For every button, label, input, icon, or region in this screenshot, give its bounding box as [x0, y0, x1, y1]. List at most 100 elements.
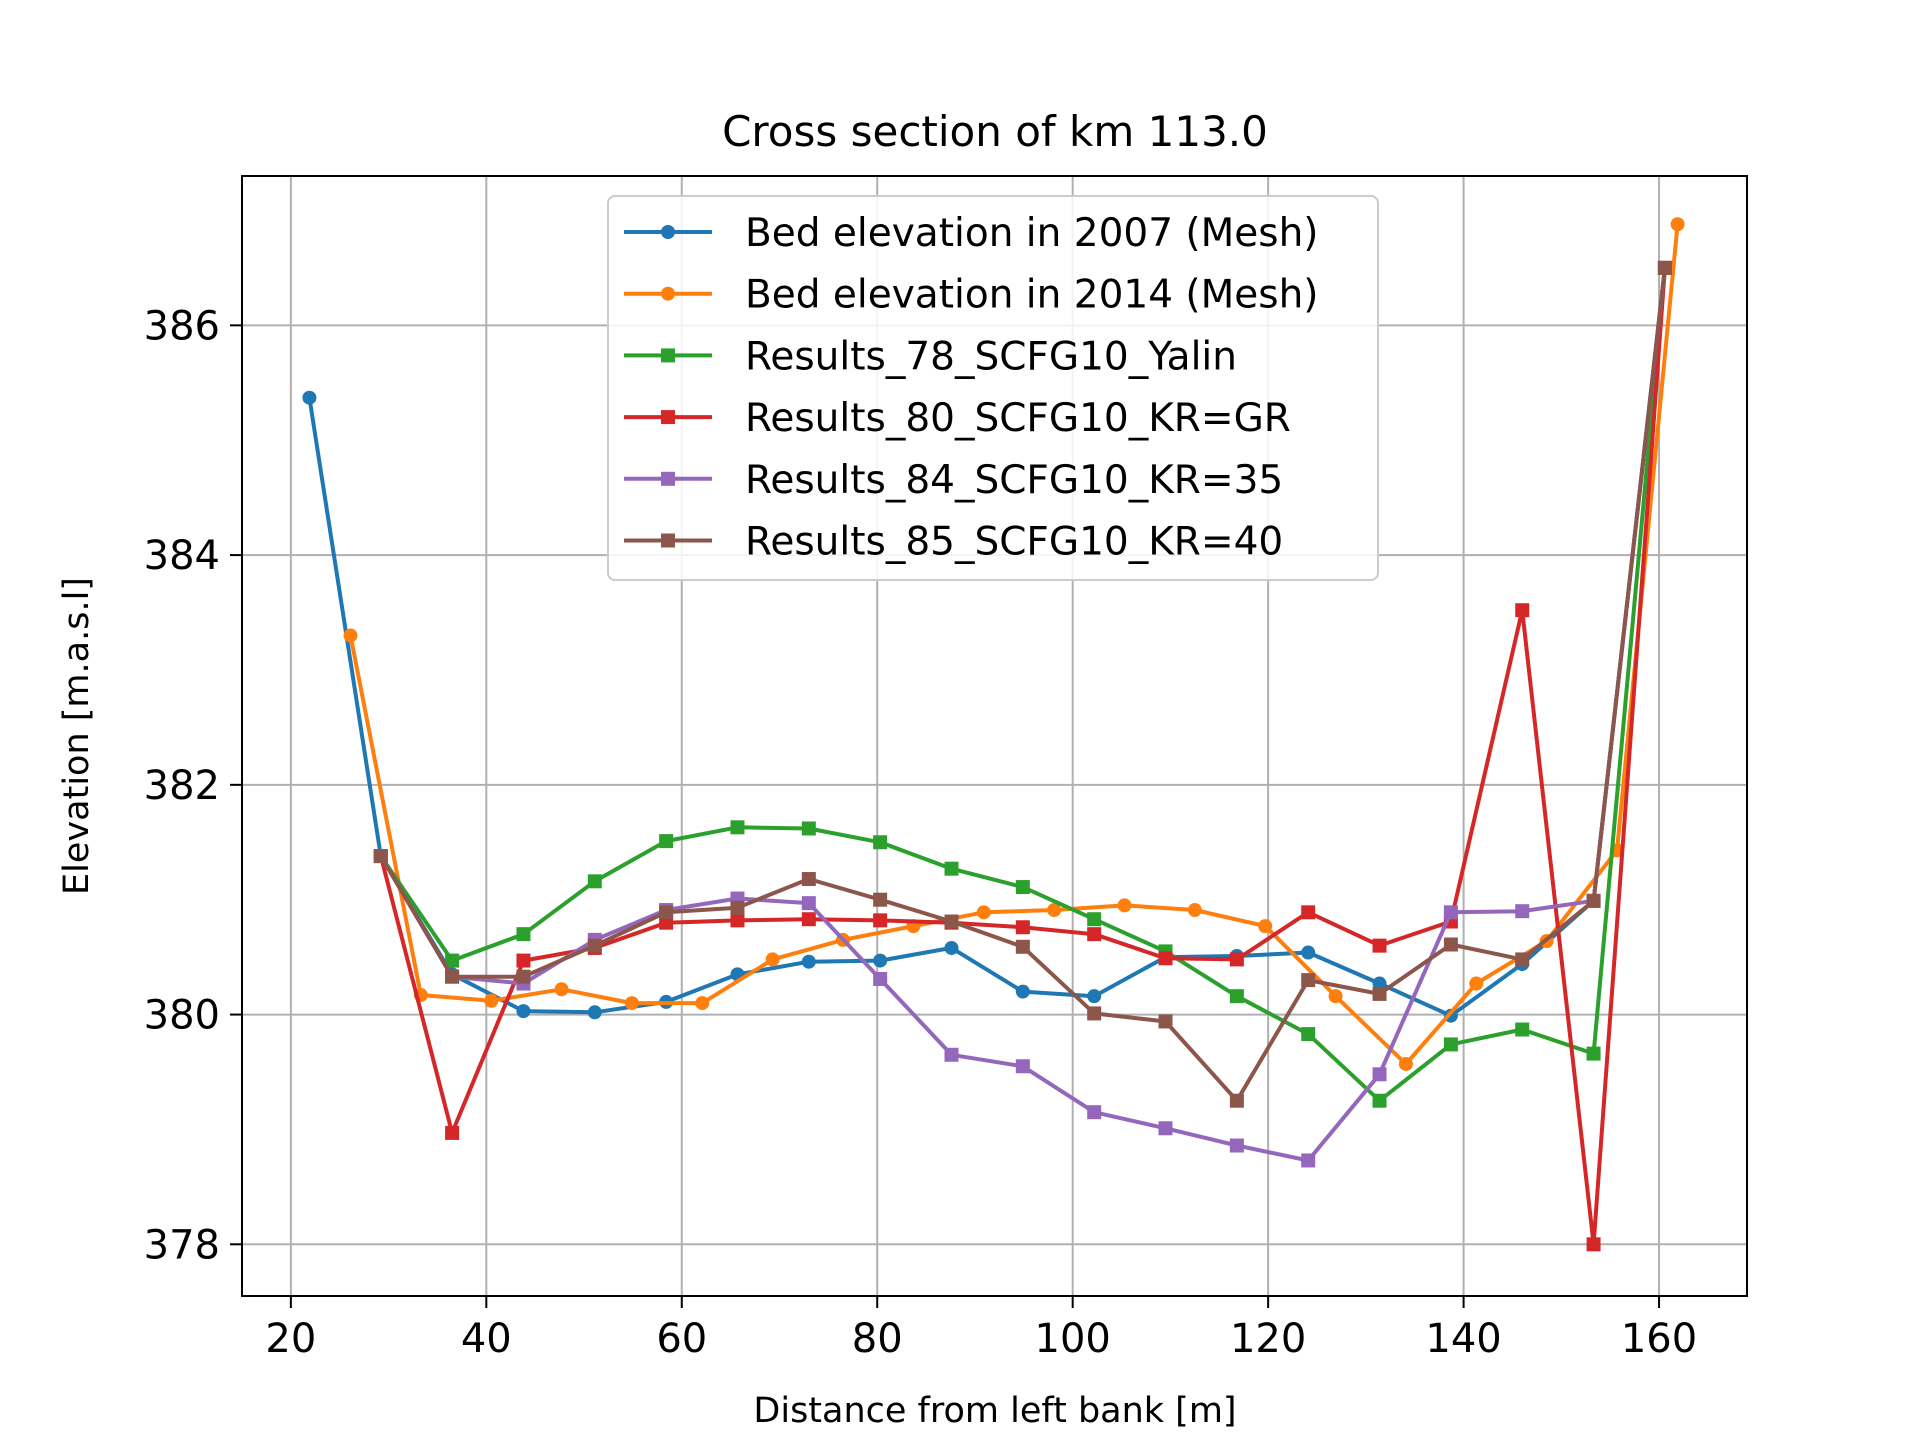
data-point: [944, 1047, 959, 1062]
data-point: [1187, 903, 1202, 918]
data-point: [1372, 938, 1387, 953]
x-tick-label: 40: [461, 1316, 512, 1362]
y-tick-label: 384: [144, 533, 220, 579]
data-point: [516, 969, 531, 984]
data-point: [1087, 989, 1102, 1004]
y-tick-label: 380: [144, 993, 220, 1039]
data-point: [1015, 939, 1030, 954]
data-point: [801, 954, 816, 969]
series-6: [373, 260, 1672, 1108]
data-point: [801, 821, 816, 836]
data-point: [1015, 984, 1030, 999]
data-point: [1015, 920, 1030, 935]
data-point: [801, 896, 816, 911]
x-tick-label: 60: [656, 1316, 707, 1362]
data-point: [373, 849, 388, 864]
data-point: [1229, 1093, 1244, 1108]
data-point: [1443, 937, 1458, 952]
data-point: [1301, 945, 1316, 960]
data-point: [765, 952, 780, 967]
data-point: [1657, 260, 1672, 275]
data-point: [484, 993, 499, 1008]
data-point: [1372, 1067, 1387, 1082]
legend-marker: [661, 286, 675, 301]
data-point: [1087, 1105, 1102, 1120]
data-point: [1372, 1093, 1387, 1108]
data-point: [1158, 1121, 1173, 1136]
legend-marker: [661, 471, 675, 486]
data-point: [873, 913, 888, 928]
data-point: [1586, 893, 1601, 908]
data-point: [1469, 976, 1484, 991]
data-point: [1328, 989, 1343, 1004]
legend-entry: Results_85_SCFG10_KR=40: [624, 520, 1283, 565]
y-tick-label: 378: [144, 1222, 220, 1268]
legend-entry: Results_84_SCFG10_KR=35: [624, 458, 1283, 503]
data-point: [873, 835, 888, 850]
data-point: [1586, 1237, 1601, 1252]
data-point: [695, 996, 710, 1011]
data-point: [1301, 1153, 1316, 1168]
x-axis-title: Distance from left bank [m]: [753, 1391, 1236, 1431]
data-point: [587, 1005, 602, 1020]
data-point: [1087, 912, 1102, 927]
legend-label: Bed elevation in 2014 (Mesh): [745, 273, 1319, 318]
x-tick-label: 140: [1425, 1316, 1501, 1362]
x-tick-label: 160: [1621, 1316, 1697, 1362]
legend-label: Results_85_SCFG10_KR=40: [745, 520, 1283, 565]
data-point: [1229, 1138, 1244, 1153]
data-point: [1515, 603, 1530, 618]
data-point: [554, 982, 569, 997]
data-point: [516, 927, 531, 942]
y-tick-label: 386: [144, 303, 220, 349]
legend-box: [607, 195, 1379, 581]
data-point: [1398, 1056, 1413, 1071]
data-point: [1443, 1037, 1458, 1052]
data-point: [730, 820, 745, 835]
data-point: [944, 861, 959, 876]
data-point: [1301, 905, 1316, 920]
data-point: [873, 892, 888, 907]
data-point: [1586, 1046, 1601, 1061]
data-point: [516, 953, 531, 968]
legend-label: Bed elevation in 2007 (Mesh): [745, 211, 1319, 256]
series-line: [307, 265, 1668, 1018]
legend-entry: Bed elevation in 2014 (Mesh): [624, 273, 1319, 318]
legend-marker: [661, 533, 675, 548]
data-point: [445, 1125, 460, 1140]
legend: Bed elevation in 2007 (Mesh) Bed elevatio…: [607, 195, 1379, 581]
data-point: [1087, 1006, 1102, 1021]
data-point: [1015, 1059, 1030, 1074]
data-point: [1515, 904, 1530, 919]
data-point: [587, 874, 602, 889]
data-point: [302, 390, 317, 405]
plot-frame: [241, 175, 1748, 1297]
data-point: [1158, 1014, 1173, 1029]
axis-ticks: 20 40 60 80 100 120 140 160 378 380 382 384 386: [144, 303, 1698, 1362]
chart-title: Cross section of km 113.0: [722, 107, 1268, 156]
y-axis-title: Elevation [m.a.s.l]: [57, 577, 97, 895]
data-point: [1258, 919, 1273, 934]
data-point: [343, 628, 358, 643]
legend-marker: [661, 410, 675, 425]
data-point: [1229, 989, 1244, 1004]
data-point: [944, 940, 959, 955]
plot-series: [302, 217, 1685, 1252]
data-point: [1670, 217, 1685, 232]
y-tick-label: 382: [144, 763, 220, 809]
data-point: [1301, 973, 1316, 988]
legend-marker: [661, 225, 675, 239]
data-point: [624, 996, 639, 1011]
data-point: [1515, 1022, 1530, 1037]
data-point: [1015, 880, 1030, 895]
data-point: [730, 900, 745, 915]
data-point: [801, 872, 816, 887]
data-point: [873, 971, 888, 986]
data-point: [730, 913, 745, 928]
data-point: [976, 905, 991, 920]
x-tick-label: 120: [1230, 1316, 1306, 1362]
data-point: [1229, 952, 1244, 967]
data-point: [1301, 1027, 1316, 1042]
data-point: [873, 953, 888, 968]
